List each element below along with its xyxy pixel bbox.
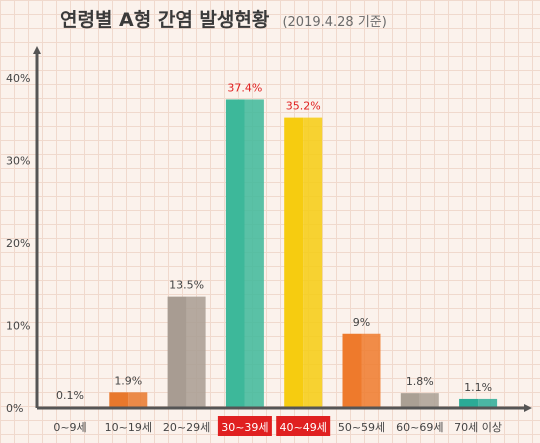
bar-shade — [186, 296, 206, 408]
bar — [284, 117, 304, 408]
data-label: 1.8% — [406, 375, 434, 388]
y-tick-label: 10% — [6, 320, 30, 333]
y-axis-ticks: 0% 10% 20% 30% 40% — [6, 72, 30, 415]
bar-shade — [244, 99, 264, 408]
data-label: 35.2% — [286, 100, 321, 113]
y-tick-label: 20% — [6, 237, 30, 250]
bar — [109, 392, 129, 408]
x-tick-label: 70세 이상 — [454, 421, 502, 434]
y-tick-label: 0% — [6, 402, 23, 415]
bar — [342, 333, 362, 408]
x-label-highlight — [217, 416, 272, 436]
bar — [400, 393, 420, 408]
bar-shade — [303, 117, 323, 408]
data-label: 1.9% — [114, 374, 142, 387]
bar-shade — [128, 392, 148, 408]
bar-shade — [419, 393, 439, 408]
x-tick-label: 50~59세 — [338, 421, 385, 434]
y-tick-label: 40% — [6, 72, 30, 85]
x-tick-label: 0~9세 — [53, 421, 86, 434]
value-labels: 0.1% 1.9% 13.5% 37.4% 35.2% 9% 1.8% 1.1% — [56, 81, 492, 402]
bars — [51, 99, 498, 408]
chart-title: 연령별 A형 간염 발생현황 (2019.4.28 기준) — [60, 8, 387, 31]
x-axis-labels: 0~9세 10~19세 20~29세 30~39세 40~49세 50~59세 60~69세… — [53, 416, 502, 436]
data-label: 9% — [353, 316, 370, 329]
bar — [459, 398, 479, 408]
bar — [225, 99, 245, 408]
bar — [167, 296, 187, 408]
bar-shade — [478, 398, 498, 408]
x-tick-label: 30~39세 — [221, 421, 268, 434]
x-tick-label: 60~69세 — [396, 421, 443, 434]
data-label: 0.1% — [56, 389, 84, 402]
x-label-highlight — [276, 416, 331, 436]
y-tick-label: 30% — [6, 155, 30, 168]
x-tick-label: 40~49세 — [280, 421, 327, 434]
bar-shade — [361, 333, 381, 408]
x-tick-label: 20~29세 — [163, 421, 210, 434]
data-label: 37.4% — [227, 81, 262, 94]
data-label: 1.1% — [464, 381, 492, 394]
x-tick-label: 10~19세 — [105, 421, 152, 434]
data-label: 13.5% — [169, 279, 204, 292]
